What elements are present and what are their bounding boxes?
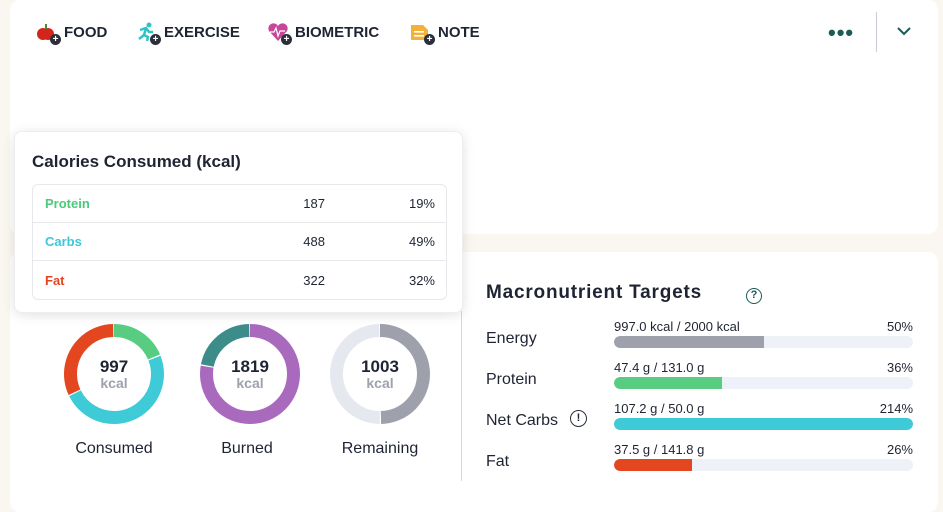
divider — [876, 12, 877, 52]
row-name: Carbs — [45, 234, 82, 249]
progress-fill — [614, 418, 913, 430]
row-name: Fat — [45, 272, 65, 288]
macro-name: Protein — [486, 371, 537, 388]
biometric-label: BIOMETRIC — [295, 23, 380, 41]
exercise-label: EXERCISE — [164, 23, 240, 41]
warning-icon[interactable]: ! — [570, 410, 587, 427]
donut-segment — [64, 324, 164, 424]
macro-percent: 26% — [886, 442, 913, 457]
macro-name: Net Carbs — [486, 412, 559, 429]
row-name: Protein — [45, 196, 90, 211]
add-note-button[interactable]: + NOTE — [410, 22, 480, 45]
progress-fill — [614, 459, 692, 471]
section-divider — [461, 311, 462, 481]
row-percent: 32% — [408, 272, 435, 288]
note-plus-icon: + — [410, 22, 435, 45]
progress-bar — [614, 418, 913, 430]
progress-bar — [614, 377, 913, 389]
macro-name: Fat — [486, 453, 510, 470]
table-row: Fat 322 32% — [33, 261, 446, 299]
remaining-label: Remaining — [341, 440, 419, 457]
consumed-value: 997 — [99, 356, 129, 376]
row-value: 322 — [303, 272, 325, 288]
heart-plus-icon: + — [267, 22, 292, 45]
consumed-label: Consumed — [75, 440, 153, 457]
progress-fill — [614, 336, 764, 348]
add-biometric-button[interactable]: + BIOMETRIC — [267, 22, 380, 45]
remaining-unit: kcal — [366, 374, 394, 391]
help-icon[interactable]: ? — [746, 288, 762, 304]
apple-plus-icon: + — [36, 22, 61, 45]
consumed-unit: kcal — [100, 374, 128, 391]
macro-percent: 50% — [886, 319, 913, 334]
consumed-donut[interactable]: 997 kcal — [64, 324, 164, 424]
row-value: 187 — [303, 196, 325, 211]
burned-unit: kcal — [236, 374, 264, 391]
donut-segment — [64, 324, 164, 424]
more-options-button[interactable]: ••• — [828, 20, 855, 45]
calories-tooltip: Calories Consumed (kcal) Protein 187 19% C… — [14, 131, 463, 313]
burned-value: 1819 — [231, 356, 269, 376]
donut-segment — [330, 324, 430, 424]
row-percent: 49% — [408, 234, 435, 249]
macro-amount: 107.2 g / 50.0 g — [614, 401, 705, 416]
donut-segment — [200, 324, 300, 424]
burned-label: Burned — [221, 440, 273, 457]
macro-amount: 37.5 g / 141.8 g — [614, 442, 705, 457]
progress-bar — [614, 459, 913, 471]
row-value: 488 — [303, 234, 325, 249]
chevron-down-icon[interactable] — [895, 22, 913, 40]
note-label: NOTE — [438, 23, 480, 41]
macro-amount: 47.4 g / 131.0 g — [614, 360, 705, 375]
tooltip-title: Calories Consumed (kcal) — [32, 152, 241, 171]
tooltip-table: Protein 187 19% Carbs 488 49% Fat 322 32% — [32, 184, 447, 300]
progress-fill — [614, 377, 722, 389]
macro-row-fat: Fat 37.5 g / 141.8 g 26% — [486, 442, 913, 483]
macro-percent: 214% — [879, 401, 913, 416]
donut-segment — [64, 324, 164, 424]
add-food-button[interactable]: + FOOD — [36, 22, 108, 45]
add-exercise-button[interactable]: + EXERCISE — [136, 22, 240, 45]
burned-donut[interactable]: 1819 kcal — [200, 324, 300, 424]
macro-row-energy: Energy 997.0 kcal / 2000 kcal 50% — [486, 319, 913, 360]
table-row: Protein 187 19% — [33, 185, 446, 223]
table-row: Carbs 488 49% — [33, 223, 446, 261]
macronutrient-title: Macronutrient Targets — [486, 282, 702, 303]
row-percent: 19% — [408, 196, 435, 211]
remaining-donut[interactable]: 1003 kcal — [330, 324, 430, 424]
macro-row-net-carbs: Net Carbs ! 107.2 g / 50.0 g 214% — [486, 401, 913, 442]
remaining-value: 1003 — [361, 356, 399, 376]
macro-name: Energy — [486, 330, 537, 347]
progress-bar — [614, 336, 913, 348]
runner-plus-icon: + — [136, 22, 161, 45]
macro-row-protein: Protein 47.4 g / 131.0 g 36% — [486, 360, 913, 401]
macro-amount: 997.0 kcal / 2000 kcal — [614, 319, 740, 334]
food-label: FOOD — [64, 23, 108, 41]
donut-segment — [330, 324, 430, 424]
macro-percent: 36% — [886, 360, 913, 375]
